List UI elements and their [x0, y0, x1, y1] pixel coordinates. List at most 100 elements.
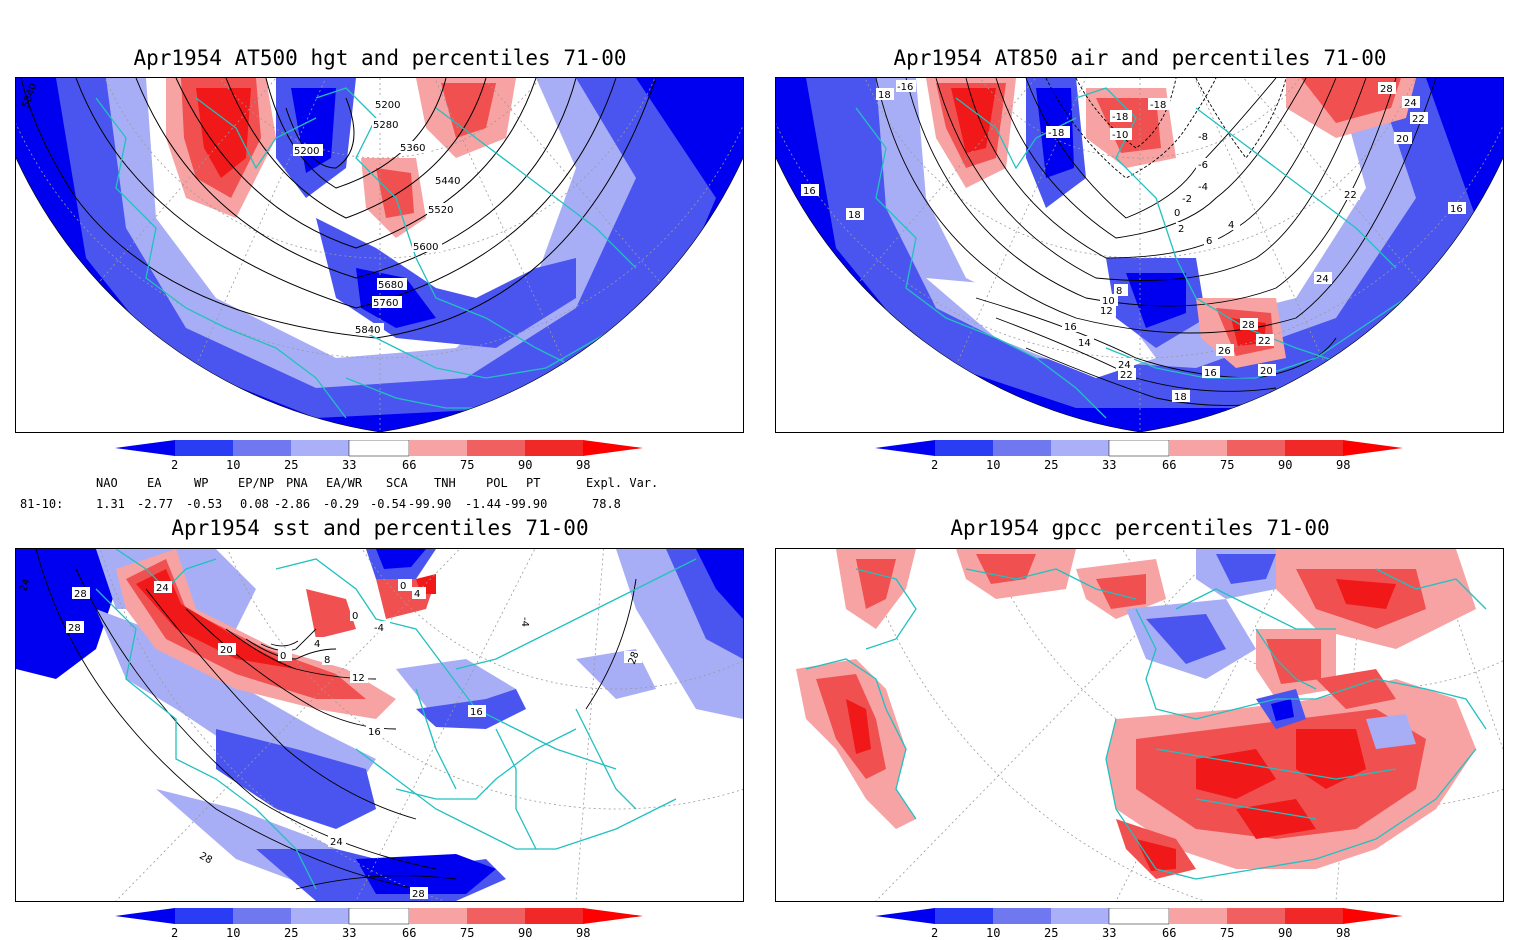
colorbar-swatch — [935, 440, 993, 456]
contour-label: 22 — [1258, 336, 1271, 347]
index-value: -99.90 — [408, 497, 451, 511]
contour-label: 0 — [280, 651, 286, 662]
contour-label: 5760 — [373, 298, 398, 309]
index-header: EP/NP — [238, 476, 274, 490]
index-header: NAO — [96, 476, 118, 490]
contour-label: -16 — [897, 82, 913, 93]
colorbar-label: 90 — [1278, 458, 1292, 472]
contour-label: 18 — [878, 90, 891, 101]
colorbar-swatch — [583, 440, 643, 456]
colorbar-swatch — [1227, 908, 1285, 924]
index-value: -2.77 — [137, 497, 173, 511]
colorbar-label: 33 — [1102, 926, 1116, 940]
index-value: 0.08 — [240, 497, 269, 511]
contour-label: 16 — [470, 707, 483, 718]
colorbar-label: 10 — [986, 458, 1000, 472]
contour-label: 24 — [1316, 274, 1329, 285]
colorbar-swatch — [467, 440, 525, 456]
map-panel-gpcc — [775, 548, 1504, 902]
contour-label: -6 — [1198, 160, 1208, 171]
colorbar-label: 98 — [1336, 458, 1350, 472]
contour-label: -4 — [519, 617, 530, 627]
colorbar-swatch — [1285, 440, 1343, 456]
colorbar-swatch — [175, 908, 233, 924]
contour-label: 12 — [352, 673, 365, 684]
teleconnection-table: NAO EA WP EP/NP PNA EA/WR SCA TNH POL PT… — [18, 475, 718, 515]
contour-label: 5280 — [373, 120, 398, 131]
contour-label: 5440 — [435, 176, 460, 187]
colorbar-label: 66 — [402, 926, 416, 940]
colorbar-label: 66 — [1162, 926, 1176, 940]
colorbar-label: 33 — [342, 926, 356, 940]
colorbar-label: 25 — [1044, 926, 1058, 940]
colorbar-label: 98 — [576, 458, 590, 472]
contour-label: 8 — [1116, 286, 1122, 297]
index-value: -0.29 — [323, 497, 359, 511]
colorbar-label: 75 — [1220, 458, 1234, 472]
contour-label: -2 — [1182, 194, 1192, 205]
contour-label: 24 — [1118, 360, 1131, 371]
index-header: WP — [194, 476, 208, 490]
contour-label: 16 — [1204, 368, 1217, 379]
contour-label: 26 — [1218, 346, 1231, 357]
contour-label: 5360 — [400, 143, 425, 154]
contour-label: 0 — [400, 581, 406, 592]
panel-title-2: Apr1954 AT850 air and percentiles 71-00 — [893, 46, 1387, 70]
index-value: 78.8 — [592, 497, 621, 511]
colorbar-swatch — [525, 440, 583, 456]
contour-label: -4 — [1198, 182, 1208, 193]
contour-label: 16 — [1450, 204, 1463, 215]
colorbar-swatch — [525, 908, 583, 924]
contour-label: 20 — [220, 645, 233, 656]
row-label: 81-10: — [20, 497, 63, 511]
colorbar-swatch — [348, 908, 410, 925]
colorbar-label: 90 — [1278, 926, 1292, 940]
contour-label: 24 — [156, 583, 169, 594]
contour-label: 28 — [627, 650, 642, 666]
colorbar-swatch — [1108, 908, 1170, 925]
contour-label: 22 — [1412, 114, 1425, 125]
contour-label: 2 — [1178, 224, 1184, 235]
index-value: -0.53 — [186, 497, 222, 511]
colorbar-swatch — [1227, 440, 1285, 456]
colorbar-label: 25 — [284, 926, 298, 940]
index-header: EA/WR — [326, 476, 363, 490]
colorbar-swatch — [1051, 908, 1109, 924]
colorbar-swatch — [875, 440, 935, 456]
colorbar-panel-1: 2 10 25 33 66 75 90 98 — [115, 440, 643, 472]
contour-label: 18 — [848, 210, 861, 221]
index-header: PNA — [286, 476, 308, 490]
contour-label: 0 — [1174, 208, 1180, 219]
colorbar-label: 10 — [226, 458, 240, 472]
contour-label: 18 — [1174, 392, 1187, 403]
contour-label: 4 — [1228, 220, 1234, 231]
contour-label: 5680 — [378, 280, 403, 291]
index-header: POL — [486, 476, 508, 490]
colorbar-swatch — [993, 440, 1051, 456]
colorbar-label: 10 — [226, 926, 240, 940]
colorbar-label: 75 — [1220, 926, 1234, 940]
contour-label: 16 — [1064, 322, 1077, 333]
contour-label: 5600 — [413, 242, 438, 253]
contour-label: 28 — [74, 589, 87, 600]
colorbar-label: 98 — [1336, 926, 1350, 940]
colorbar-label: 90 — [518, 926, 532, 940]
colorbar-label: 2 — [171, 458, 178, 472]
colorbar-panel-4: 2 10 25 33 66 75 90 98 — [875, 908, 1403, 940]
contour-label: 10 — [1102, 296, 1115, 307]
index-header: TNH — [434, 476, 456, 490]
map-panel-hgt500: 5840 5200 5280 5200 5360 5440 5520 5600 … — [15, 77, 744, 433]
contour-label: 24 — [18, 577, 33, 593]
panel-title-1: Apr1954 AT500 hgt and percentiles 71-00 — [133, 46, 627, 70]
colorbar-swatch — [1343, 440, 1403, 456]
contour-label: -18 — [1112, 112, 1128, 123]
colorbar-label: 2 — [931, 458, 938, 472]
index-header: SCA — [386, 476, 408, 490]
colorbar-swatch — [115, 440, 175, 456]
colorbar-label: 25 — [284, 458, 298, 472]
colorbar-swatch — [1343, 908, 1403, 924]
contour-label: 4 — [314, 639, 320, 650]
colorbar-label: 25 — [1044, 458, 1058, 472]
colorbar-panel-3: 2 10 25 33 66 75 90 98 — [115, 908, 643, 940]
map-panel-sst: 24 28 28 24 0 4 0 -4 -4 20 0 4 8 12 16 1… — [15, 548, 744, 902]
